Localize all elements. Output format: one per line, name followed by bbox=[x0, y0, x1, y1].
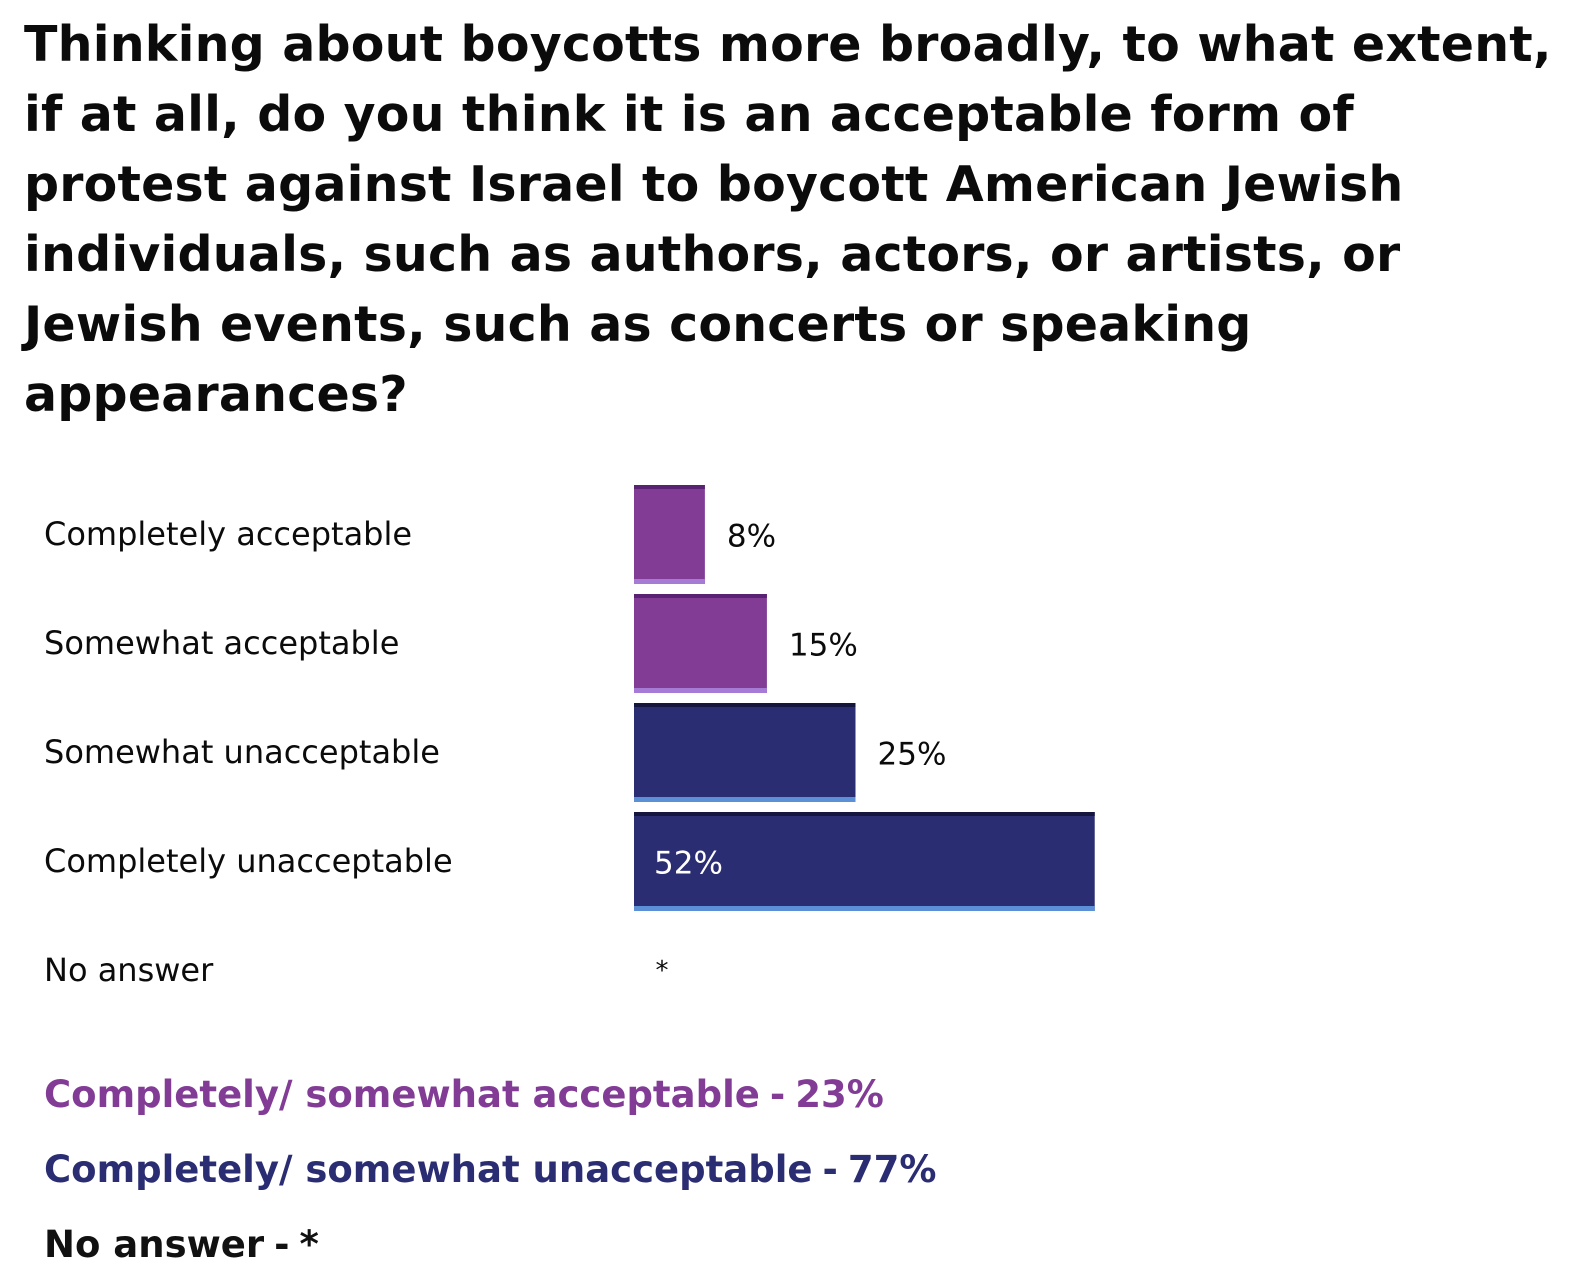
bar-value-label: * bbox=[656, 956, 669, 986]
summary-acceptable-value: 23% bbox=[795, 1073, 884, 1116]
chart-title: Thinking about boycotts more broadly, to… bbox=[24, 16, 1552, 423]
summary-acceptable: Completely/ somewhat acceptable -23% bbox=[44, 1073, 884, 1116]
bar bbox=[634, 703, 856, 802]
bar-value-label: 8% bbox=[727, 519, 776, 555]
bar-chart: Completely acceptable Somewhat acceptabl… bbox=[0, 470, 1581, 1030]
summary-unacceptable: Completely/ somewhat unacceptable -77% bbox=[44, 1148, 937, 1191]
summary-acceptable-label: Completely/ somewhat acceptable bbox=[44, 1073, 760, 1116]
bar bbox=[634, 485, 705, 584]
category-label: Somewhat acceptable bbox=[44, 624, 400, 662]
category-label: Completely unacceptable bbox=[44, 842, 453, 880]
summary-unacceptable-label: Completely/ somewhat unacceptable bbox=[44, 1148, 813, 1191]
bar-value-label: 25% bbox=[878, 737, 947, 773]
category-label: Completely acceptable bbox=[44, 515, 413, 553]
category-label: Somewhat unacceptable bbox=[44, 733, 440, 771]
bar-value-label: 15% bbox=[789, 628, 858, 664]
bar bbox=[634, 812, 1095, 911]
summary-unacceptable-value: 77% bbox=[847, 1148, 937, 1191]
category-label: No answer bbox=[44, 951, 214, 989]
bar-value-label: 52% bbox=[654, 846, 723, 882]
summary-no-answer: No answer - * bbox=[44, 1223, 319, 1266]
summary-no-answer-label: No answer bbox=[44, 1223, 265, 1266]
summary-no-answer-value: * bbox=[299, 1223, 319, 1266]
bar bbox=[634, 594, 767, 693]
bars-plot-area: 8% 15% 25% 52% * bbox=[634, 485, 1095, 986]
